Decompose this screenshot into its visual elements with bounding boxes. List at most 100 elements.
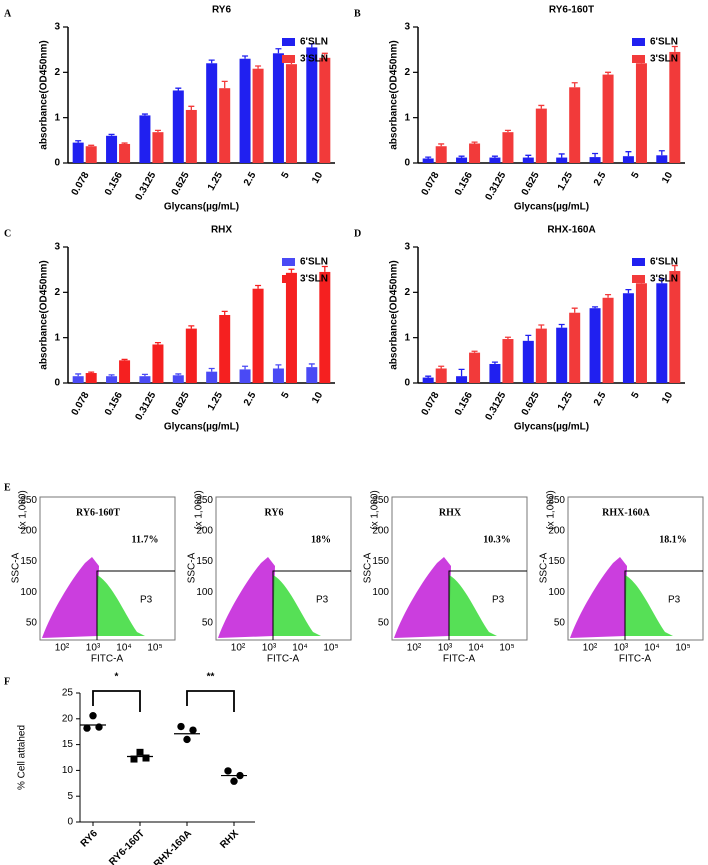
x-tick-label: 1.25 <box>206 170 225 193</box>
x-axis-label: Glycans(µg/mL) <box>514 202 589 213</box>
bar <box>172 375 184 383</box>
plot-frame <box>215 496 352 641</box>
data-point <box>177 722 185 731</box>
gate-label: P3 <box>140 595 153 606</box>
legend-swatch <box>632 275 645 283</box>
x-tick-label: 10³ <box>262 643 277 654</box>
error-bar <box>525 334 532 341</box>
x-axis-label: FITC-A <box>619 654 652 665</box>
plot-frame <box>39 496 176 641</box>
bar <box>656 155 668 163</box>
flow-title: RY6-160T <box>76 507 120 518</box>
error-bar <box>525 154 532 158</box>
gate <box>448 570 527 640</box>
x-tick-label: 2.5 <box>592 170 609 188</box>
y-tick-label: 150 <box>548 556 565 567</box>
bar <box>106 135 118 163</box>
x-tick-label: 0.078 <box>420 390 442 418</box>
error-bar <box>458 368 465 377</box>
x-tick-label: 5 <box>630 390 643 401</box>
significance-label: * <box>115 672 119 683</box>
legend-swatch <box>282 55 295 63</box>
bar <box>285 272 297 383</box>
flow-title: RY6 <box>264 507 283 518</box>
x-tick-label: 10⁵ <box>675 643 690 654</box>
y-tick-label: 100 <box>372 587 389 598</box>
x-tick-label: 0.156 <box>103 390 125 418</box>
y-tick-label: 100 <box>196 587 213 598</box>
gate-percent: 18% <box>311 534 331 545</box>
error-bar <box>275 364 282 369</box>
panel-letter: C <box>4 228 11 239</box>
y-tick-label: 250 <box>20 495 37 506</box>
y-tick-label: 1 <box>404 112 410 123</box>
x-axis-label: FITC-A <box>267 654 300 665</box>
error-bar <box>242 55 249 59</box>
legend-swatch <box>282 275 295 283</box>
x-tick-label: 0.3125 <box>133 390 158 422</box>
error-bar <box>242 365 249 370</box>
bar <box>635 63 647 164</box>
y-tick-label: 1 <box>54 332 60 343</box>
x-tick-label: 10² <box>55 643 70 654</box>
error-bar <box>141 373 148 377</box>
y-tick-label: 0 <box>54 378 60 389</box>
x-tick-label: 10⁴ <box>644 643 659 654</box>
y-axis-label: absorbance(OD450nm) <box>389 40 400 149</box>
y-axis-label: % Cell attahed <box>17 725 28 790</box>
bar <box>589 157 601 163</box>
error-bar <box>504 336 511 340</box>
y-tick-label: 0 <box>67 817 73 828</box>
bar <box>306 47 318 163</box>
bar <box>469 352 481 383</box>
x-tick-label: 0.625 <box>520 390 542 418</box>
bar <box>185 328 197 383</box>
x-tick-label: 10 <box>310 390 325 406</box>
plot-frame <box>391 496 528 641</box>
error-bar <box>558 153 565 158</box>
y-tick-label: 0 <box>54 158 60 169</box>
bar <box>252 68 264 163</box>
gate <box>272 570 351 640</box>
gate-label: P3 <box>668 595 681 606</box>
x-tick-label: 10² <box>231 643 246 654</box>
error-bar <box>438 143 445 147</box>
gate-label: P3 <box>316 595 329 606</box>
x-tick-label: 0.3125 <box>483 390 508 422</box>
legend-swatch <box>282 38 295 46</box>
gate-label: P3 <box>492 595 505 606</box>
bar <box>152 344 164 383</box>
bar <box>306 367 318 383</box>
y-tick-label: 5 <box>67 791 73 802</box>
bar <box>119 360 131 383</box>
event-cloud <box>97 575 145 636</box>
error-bar <box>175 373 182 376</box>
y-axis-unit: (x 1,000) <box>194 490 205 529</box>
panel-letter: D <box>354 228 361 239</box>
bar <box>502 132 514 163</box>
error-bar <box>108 374 115 377</box>
x-tick-label: 10² <box>583 643 598 654</box>
bar <box>535 328 547 383</box>
significance-label: ** <box>207 672 215 683</box>
bar <box>622 293 634 383</box>
y-tick-label: 1 <box>54 112 60 123</box>
error-bar <box>208 367 215 372</box>
error-bar <box>175 87 182 91</box>
x-tick-label: 1.25 <box>556 170 575 193</box>
bar <box>456 376 468 383</box>
bar <box>502 339 514 383</box>
y-tick-label: 3 <box>54 22 60 33</box>
error-bar <box>605 71 612 75</box>
error-bar <box>538 324 545 329</box>
y-tick-label: 50 <box>554 618 566 629</box>
y-tick-label: 100 <box>20 587 37 598</box>
error-bar <box>658 150 665 156</box>
bar <box>185 109 197 163</box>
bar <box>319 57 331 163</box>
event-cloud <box>218 557 275 638</box>
error-bar <box>255 65 262 69</box>
error-bar <box>208 59 215 64</box>
error-bar <box>188 105 195 110</box>
